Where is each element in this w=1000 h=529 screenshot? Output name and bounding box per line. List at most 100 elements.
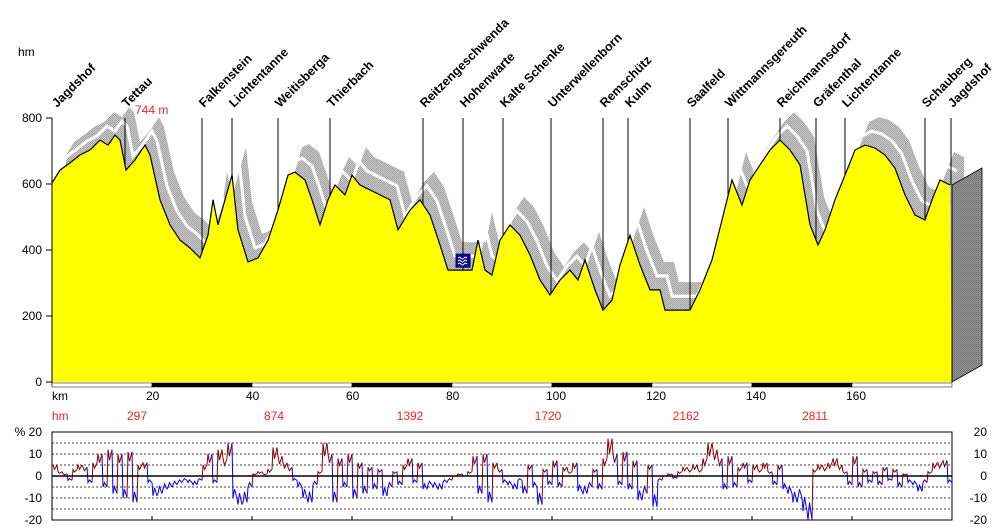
gradient-segment bbox=[841, 464, 848, 475]
gradient-segment bbox=[791, 491, 798, 503]
water-wave bbox=[457, 262, 468, 266]
gradient-segment bbox=[61, 471, 68, 476]
gradient-segment bbox=[591, 467, 598, 488]
gradient-segment bbox=[226, 442, 233, 459]
gradient-y-label-left: 10 bbox=[29, 447, 43, 461]
gradient-segment bbox=[941, 459, 948, 469]
gradient-segment bbox=[96, 453, 103, 463]
cumulative-climb-label: 2811 bbox=[802, 409, 828, 423]
gradient-y-label-left: -10 bbox=[25, 491, 43, 505]
gradient-segment bbox=[696, 464, 703, 473]
gradient-segment bbox=[406, 458, 413, 468]
gradient-segment bbox=[371, 467, 378, 490]
y-tick-label: 400 bbox=[22, 243, 42, 257]
gradient-segment bbox=[341, 458, 348, 488]
gradient-segment bbox=[326, 442, 333, 463]
gradient-segment bbox=[496, 462, 503, 473]
cumulative-climb-label: 297 bbox=[127, 409, 147, 423]
gradient-segment bbox=[271, 447, 278, 470]
gradient-segment bbox=[141, 461, 148, 470]
gradient-segment bbox=[231, 442, 238, 499]
gradient-segment bbox=[851, 456, 858, 485]
gradient-segment bbox=[896, 469, 903, 488]
cumulative-climb-label: 2162 bbox=[673, 409, 700, 423]
gradient-segment bbox=[201, 464, 208, 481]
gradient-segment bbox=[816, 463, 823, 471]
gradient-segment bbox=[716, 449, 723, 468]
gradient-segment bbox=[396, 471, 403, 486]
gradient-segment bbox=[376, 467, 383, 490]
gradient-segment bbox=[256, 470, 263, 475]
gradient-segment bbox=[146, 462, 153, 485]
gradient-segment bbox=[656, 477, 663, 507]
gradient-segment bbox=[686, 466, 693, 473]
gradient-segment bbox=[111, 449, 118, 494]
x-tick-label: 100 bbox=[546, 389, 566, 403]
gradient-segment bbox=[666, 473, 673, 477]
x-tick-label: 160 bbox=[846, 389, 866, 403]
gradient-segment bbox=[521, 480, 528, 494]
gradient-chart: % 20 20 10 10 0 0 -10 -10 -20 -20 bbox=[15, 425, 988, 527]
place-label: Thierbach bbox=[324, 58, 376, 110]
gradient-segment bbox=[561, 466, 568, 488]
gradient-segment bbox=[611, 438, 618, 463]
gradient-segment bbox=[937, 462, 943, 470]
gradient-segment bbox=[221, 449, 228, 468]
gradient-segment bbox=[171, 480, 178, 488]
gradient-segment bbox=[291, 467, 298, 482]
gradient-segment bbox=[366, 466, 373, 494]
gradient-y-label-left: 0 bbox=[35, 469, 42, 483]
gradient-segment bbox=[386, 481, 393, 496]
gradient-segment bbox=[546, 469, 553, 486]
gradient-segment bbox=[286, 462, 293, 472]
gradient-segment bbox=[511, 482, 518, 490]
gradient-segment bbox=[846, 471, 853, 486]
gradient-segment bbox=[901, 472, 908, 488]
gradient-segment bbox=[486, 453, 493, 503]
gradient-segment bbox=[806, 502, 813, 521]
gradient-segment bbox=[401, 464, 408, 485]
gradient-segment bbox=[536, 486, 543, 505]
gradient-segment bbox=[621, 451, 628, 485]
gradient-segment bbox=[416, 462, 423, 483]
profile-area bbox=[51, 134, 953, 382]
gradient-segment bbox=[506, 480, 513, 487]
gradient-segment bbox=[826, 462, 833, 470]
gradient-segment bbox=[581, 484, 588, 496]
gradient-segment bbox=[836, 458, 843, 471]
gradient-segment bbox=[52, 464, 58, 471]
place-label: Jagdshof bbox=[49, 60, 99, 110]
gradient-segment bbox=[251, 472, 258, 488]
gradient-y-label-right: 0 bbox=[980, 469, 987, 483]
gradient-segment bbox=[206, 453, 213, 466]
gradient-segment bbox=[131, 451, 138, 503]
gradient-segment bbox=[311, 480, 318, 503]
gradient-y-label-left: % 20 bbox=[15, 425, 43, 439]
gradient-segment bbox=[746, 462, 753, 485]
gradient-segment bbox=[316, 470, 323, 485]
y-tick-label: 600 bbox=[22, 177, 42, 191]
gradient-segment bbox=[781, 464, 788, 490]
gradient-segment bbox=[216, 449, 223, 483]
water-wave bbox=[457, 259, 468, 263]
gradient-segment bbox=[821, 464, 828, 472]
gradient-segment bbox=[741, 462, 748, 470]
gradient-segment bbox=[616, 453, 623, 486]
gradient-segment bbox=[336, 458, 343, 503]
gradient-segment bbox=[631, 460, 638, 490]
y-axis: 800 600 400 200 0 bbox=[22, 111, 53, 389]
water-wave bbox=[457, 256, 468, 260]
gradient-segment bbox=[646, 464, 653, 494]
gradient-segment bbox=[136, 464, 143, 503]
x-axis-scale-segment bbox=[851, 382, 953, 388]
shadow-highlight bbox=[57, 118, 958, 299]
x-tick-label: 20 bbox=[146, 389, 160, 403]
gradient-segment bbox=[411, 458, 418, 485]
gradient-segment bbox=[346, 453, 353, 488]
gradient-segment bbox=[731, 456, 738, 488]
gradient-segment bbox=[911, 480, 918, 487]
gradient-segment bbox=[691, 463, 698, 471]
gradient-segment bbox=[676, 470, 683, 479]
gradient-y-label-left: -20 bbox=[25, 513, 43, 527]
